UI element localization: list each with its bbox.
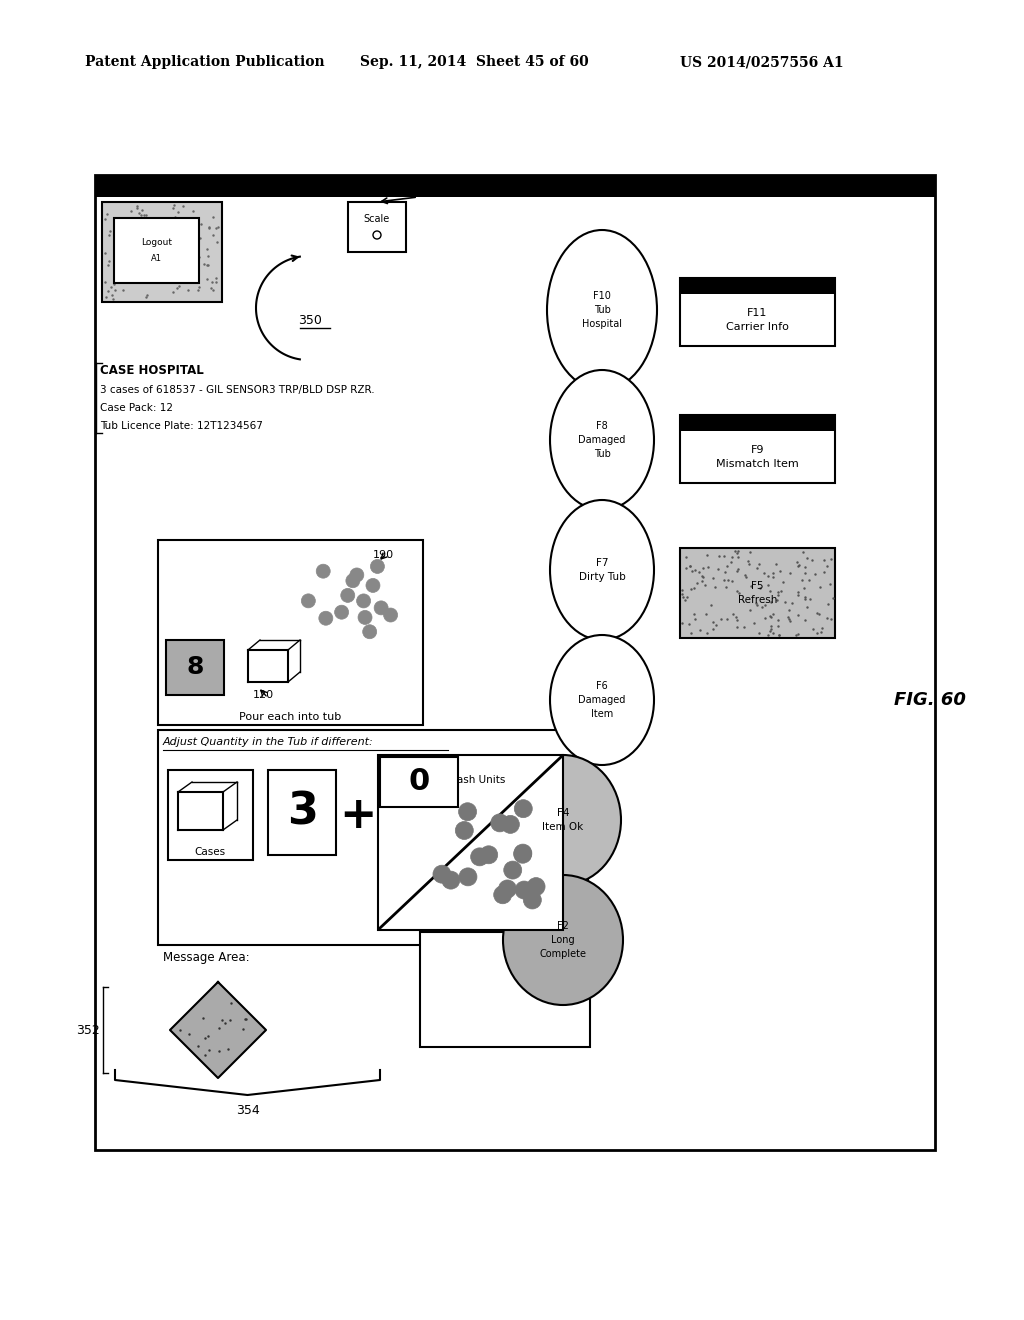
Text: 263: 263	[407, 181, 430, 194]
Circle shape	[374, 601, 388, 615]
Circle shape	[515, 880, 534, 899]
FancyBboxPatch shape	[680, 548, 835, 638]
Circle shape	[514, 800, 532, 817]
Text: Tub Licence Plate: 12T1234567: Tub Licence Plate: 12T1234567	[100, 421, 263, 432]
Circle shape	[350, 568, 364, 582]
Circle shape	[479, 846, 498, 863]
Text: F8
Damaged
Tub: F8 Damaged Tub	[579, 421, 626, 459]
Text: Pour each into tub: Pour each into tub	[240, 711, 342, 722]
Text: 352: 352	[76, 1023, 100, 1036]
FancyBboxPatch shape	[166, 640, 224, 696]
Text: Adjust Quantity in the Tub if different:: Adjust Quantity in the Tub if different:	[163, 737, 374, 747]
Circle shape	[318, 611, 333, 626]
Text: F10
Tub
Hospital: F10 Tub Hospital	[582, 290, 622, 329]
Circle shape	[316, 564, 330, 578]
FancyBboxPatch shape	[680, 414, 835, 483]
FancyBboxPatch shape	[158, 730, 588, 945]
Circle shape	[471, 847, 488, 866]
Circle shape	[490, 814, 509, 832]
Circle shape	[356, 594, 371, 609]
Text: FIG. 60: FIG. 60	[894, 690, 966, 709]
Text: 354: 354	[237, 1104, 260, 1117]
Ellipse shape	[550, 635, 654, 766]
Circle shape	[362, 624, 377, 639]
Circle shape	[514, 845, 531, 863]
Text: 350: 350	[298, 314, 322, 326]
Circle shape	[456, 821, 473, 840]
Text: 190: 190	[373, 550, 394, 560]
Circle shape	[504, 861, 522, 879]
Circle shape	[441, 871, 460, 890]
Text: F4
Item Ok: F4 Item Ok	[543, 808, 584, 832]
Text: A1: A1	[151, 253, 162, 263]
Polygon shape	[170, 982, 266, 1078]
Ellipse shape	[550, 370, 654, 510]
Circle shape	[433, 865, 451, 883]
Text: 3: 3	[287, 791, 317, 833]
Text: Cases: Cases	[195, 847, 225, 857]
FancyBboxPatch shape	[102, 202, 222, 302]
Circle shape	[384, 609, 397, 622]
Text: 3 cases of 618537 - GIL SENSOR3 TRP/BLD DSP RZR.: 3 cases of 618537 - GIL SENSOR3 TRP/BLD …	[100, 385, 375, 395]
Text: Scale: Scale	[364, 214, 390, 224]
FancyBboxPatch shape	[680, 279, 835, 346]
FancyBboxPatch shape	[348, 202, 406, 252]
Circle shape	[494, 886, 512, 904]
Text: US 2014/0257556 A1: US 2014/0257556 A1	[680, 55, 844, 69]
Circle shape	[341, 589, 354, 602]
Circle shape	[301, 594, 315, 607]
FancyBboxPatch shape	[158, 540, 423, 725]
Text: +: +	[339, 793, 377, 837]
Text: Detrash Units: Detrash Units	[434, 775, 506, 785]
Ellipse shape	[547, 230, 657, 389]
Text: CASE HOSPITAL: CASE HOSPITAL	[100, 363, 204, 376]
Circle shape	[459, 867, 477, 886]
Circle shape	[335, 605, 348, 619]
Circle shape	[499, 880, 516, 898]
Text: Logout: Logout	[141, 238, 172, 247]
Circle shape	[358, 610, 372, 624]
Circle shape	[523, 891, 542, 909]
Text: Sep. 11, 2014  Sheet 45 of 60: Sep. 11, 2014 Sheet 45 of 60	[360, 55, 589, 69]
Text: F6
Damaged
Item: F6 Damaged Item	[579, 681, 626, 719]
Circle shape	[371, 560, 384, 573]
Text: 120: 120	[253, 690, 274, 700]
Ellipse shape	[550, 500, 654, 640]
Text: F2
Long
Complete: F2 Long Complete	[540, 921, 587, 960]
Text: 0: 0	[409, 767, 430, 796]
FancyBboxPatch shape	[95, 176, 935, 1150]
Text: 8: 8	[186, 655, 204, 678]
FancyBboxPatch shape	[168, 770, 253, 861]
Circle shape	[502, 816, 519, 833]
FancyBboxPatch shape	[380, 756, 458, 807]
Text: Patent Application Publication: Patent Application Publication	[85, 55, 325, 69]
FancyBboxPatch shape	[95, 176, 935, 197]
FancyBboxPatch shape	[378, 755, 563, 931]
FancyBboxPatch shape	[680, 414, 835, 432]
Circle shape	[514, 843, 531, 862]
Text: F9
Mismatch Item: F9 Mismatch Item	[716, 445, 799, 469]
Circle shape	[366, 578, 380, 593]
Text: F11
Carrier Info: F11 Carrier Info	[726, 309, 788, 331]
Text: Case Pack: 12: Case Pack: 12	[100, 403, 173, 413]
FancyBboxPatch shape	[114, 218, 199, 282]
FancyBboxPatch shape	[680, 279, 835, 294]
Text: F5
Refresh: F5 Refresh	[738, 581, 777, 605]
Circle shape	[346, 574, 359, 587]
FancyBboxPatch shape	[420, 932, 590, 1047]
FancyBboxPatch shape	[268, 770, 336, 855]
Circle shape	[459, 803, 476, 821]
Ellipse shape	[505, 755, 621, 884]
Text: F7
Dirty Tub: F7 Dirty Tub	[579, 558, 626, 582]
Ellipse shape	[373, 231, 381, 239]
Circle shape	[527, 878, 545, 895]
Ellipse shape	[503, 875, 623, 1005]
Text: Message Area:: Message Area:	[163, 950, 250, 964]
